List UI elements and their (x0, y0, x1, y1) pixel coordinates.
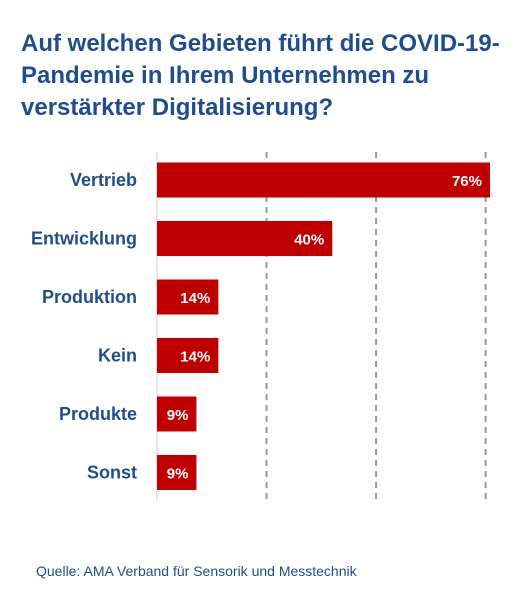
bar-produktion (157, 279, 219, 315)
category-label: Kein (98, 346, 137, 366)
value-label: 9% (167, 466, 189, 483)
value-label: 40% (294, 232, 324, 249)
value-label: 76% (452, 173, 482, 190)
category-label: Entwicklung (31, 229, 137, 249)
value-label: 14% (180, 290, 210, 307)
category-label: Sonst (87, 463, 137, 483)
value-label: 14% (180, 349, 210, 366)
category-label: Produkte (59, 404, 137, 424)
bar-vertrieb (157, 162, 490, 198)
bar-produkte (157, 396, 197, 432)
value-label: 9% (167, 407, 189, 424)
category-label: Vertrieb (70, 170, 137, 190)
source-note: Quelle: AMA Verband für Sensorik und Mes… (36, 563, 357, 579)
chart-title: Auf welchen Gebieten führt die COVID-19-… (21, 30, 500, 121)
bar-kein (157, 338, 219, 373)
category-label: Produktion (42, 287, 137, 307)
bar-entwicklung (157, 221, 333, 256)
bar-sonst (157, 455, 197, 490)
